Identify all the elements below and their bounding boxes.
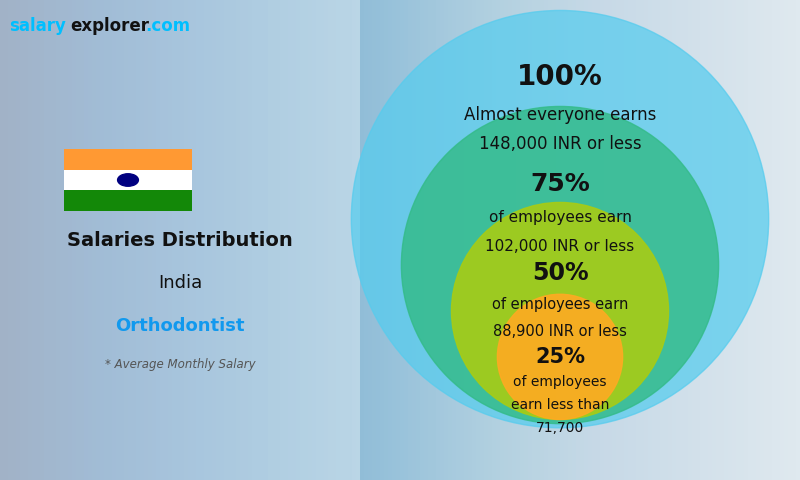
FancyBboxPatch shape bbox=[64, 149, 192, 169]
Circle shape bbox=[118, 174, 138, 186]
Text: 88,900 INR or less: 88,900 INR or less bbox=[493, 324, 627, 339]
Text: Orthodontist: Orthodontist bbox=[115, 317, 245, 336]
Circle shape bbox=[402, 107, 718, 424]
Text: 102,000 INR or less: 102,000 INR or less bbox=[486, 239, 634, 254]
Text: 75%: 75% bbox=[530, 172, 590, 196]
Text: earn less than: earn less than bbox=[511, 398, 609, 412]
Text: 50%: 50% bbox=[532, 262, 588, 286]
Text: of employees: of employees bbox=[514, 375, 606, 389]
Text: Almost everyone earns: Almost everyone earns bbox=[464, 106, 656, 124]
Text: * Average Monthly Salary: * Average Monthly Salary bbox=[105, 358, 255, 372]
Text: 25%: 25% bbox=[535, 347, 585, 367]
Text: .com: .com bbox=[146, 17, 190, 35]
Circle shape bbox=[498, 294, 622, 420]
Text: 100%: 100% bbox=[517, 63, 603, 91]
Text: Salaries Distribution: Salaries Distribution bbox=[67, 230, 293, 250]
Text: 71,700: 71,700 bbox=[536, 421, 584, 435]
Circle shape bbox=[351, 11, 769, 428]
Text: of employees earn: of employees earn bbox=[489, 210, 631, 225]
Circle shape bbox=[451, 203, 669, 420]
Text: 148,000 INR or less: 148,000 INR or less bbox=[478, 135, 642, 153]
FancyBboxPatch shape bbox=[64, 191, 192, 211]
FancyBboxPatch shape bbox=[64, 169, 192, 191]
Text: of employees earn: of employees earn bbox=[492, 297, 628, 312]
Text: explorer: explorer bbox=[70, 17, 150, 35]
Text: salary: salary bbox=[10, 17, 66, 35]
FancyBboxPatch shape bbox=[0, 0, 360, 480]
Text: India: India bbox=[158, 274, 202, 292]
